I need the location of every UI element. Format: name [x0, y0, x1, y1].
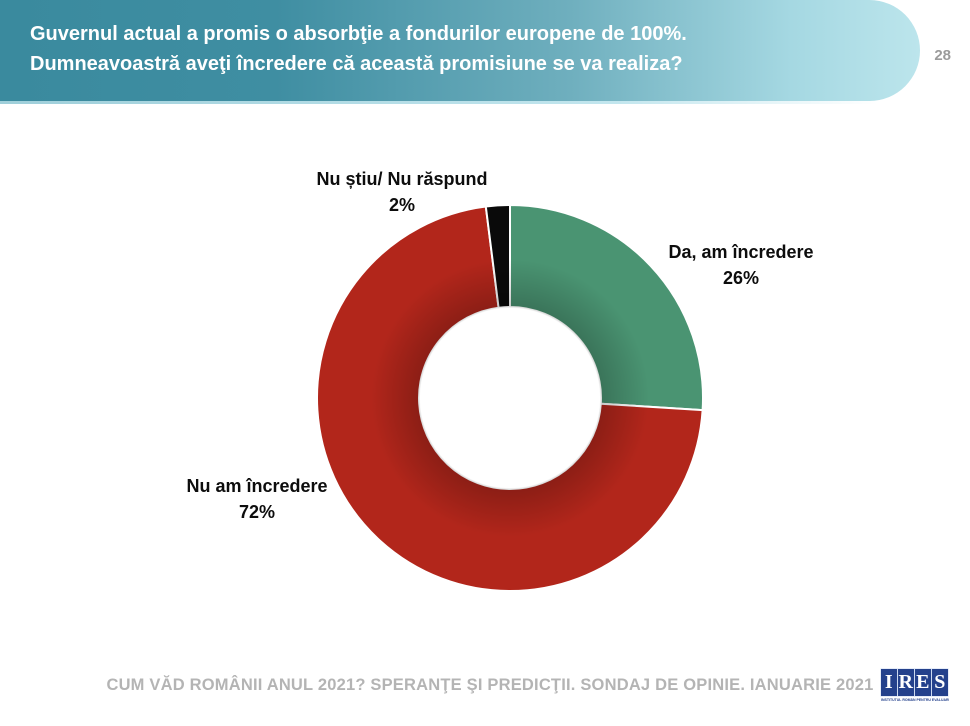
slide-title: Guvernul actual a promis o absorbţie a f… — [30, 19, 790, 79]
ires-logo-letter-i: I — [881, 669, 897, 696]
segment-label-da-pct: 26% — [722, 268, 760, 288]
segment-label-nu-stiu: Nu știu/ Nu răspund 2% — [252, 166, 552, 218]
header-banner: Guvernul actual a promis o absorbţie a f… — [0, 0, 920, 101]
segment-label-nu-pct: 72% — [238, 502, 276, 522]
segment-label-nu-stiu-text: Nu știu/ Nu răspund — [316, 169, 488, 189]
ires-logo-tagline: INSTITUTUL ROMÂN PENTRU EVALUARE ŞI STRA… — [881, 698, 949, 702]
donut-chart — [310, 198, 710, 598]
ires-logo-letter-r: R — [898, 669, 914, 696]
ires-logo-letter-s: S — [932, 669, 948, 696]
slide-title-line2: Dumneavoastră aveţi încredere că această… — [30, 53, 683, 75]
donut-inner-shadow — [317, 205, 703, 591]
segment-label-nu-stiu-pct: 2% — [388, 195, 415, 215]
segment-label-da-text: Da, am încredere — [668, 242, 814, 262]
segment-label-da: Da, am încredere 26% — [611, 239, 871, 291]
footer-caption: CUM VĂD ROMÂNII ANUL 2021? SPERANŢE ŞI P… — [106, 676, 874, 694]
segment-label-nu-text: Nu am încredere — [186, 476, 328, 496]
slide-title-line1: Guvernul actual a promis o absorbţie a f… — [30, 23, 687, 45]
ires-logo-squares: I R E S — [881, 669, 949, 696]
ires-logo-letter-e: E — [915, 669, 931, 696]
donut-chart-svg — [316, 204, 704, 592]
page-number: 28 — [934, 47, 951, 64]
ires-logo: I R E S INSTITUTUL ROMÂN PENTRU EVALUARE… — [881, 669, 949, 702]
segment-label-nu: Nu am încredere 72% — [127, 473, 387, 525]
header-accent-strip — [0, 101, 878, 104]
